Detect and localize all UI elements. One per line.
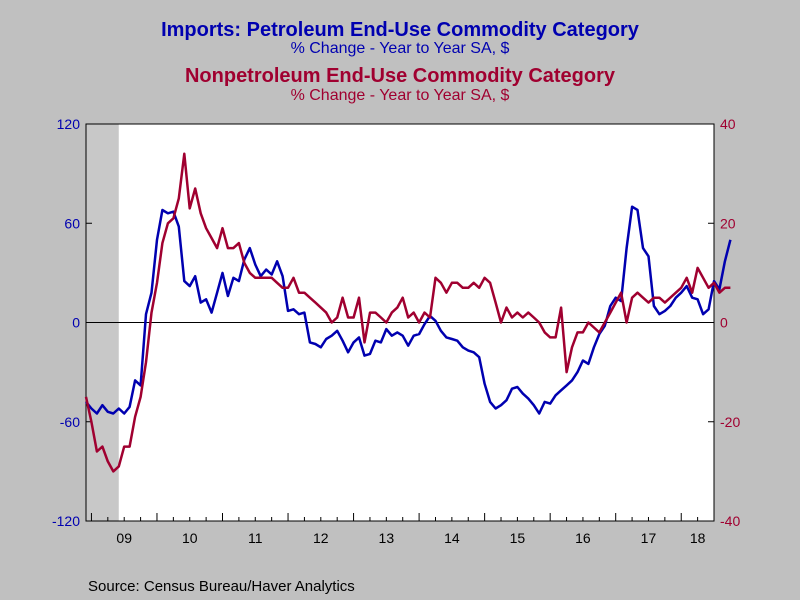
right-tick-label: 20 [720,215,736,231]
left-tick-label: 120 [57,116,81,132]
left-tick-label: -60 [60,414,80,430]
right-tick-label: -20 [720,414,740,430]
left-tick-label: 60 [64,215,80,231]
x-tick-label: 16 [575,530,591,546]
right-tick-label: 0 [720,315,728,331]
left-tick-label: 0 [72,315,80,331]
chart-subtitle-primary: % Change - Year to Year SA, $ [290,40,510,57]
chart-title-primary: Imports: Petroleum End-Use Commodity Cat… [161,19,639,41]
x-tick-label: 14 [444,530,460,546]
x-tick-label: 15 [510,530,526,546]
x-tick-label: 12 [313,530,329,546]
right-tick-label: -40 [720,513,740,529]
nonpetroleum-series-line [84,152,731,473]
petroleum-series-line [85,205,732,415]
x-tick-label: 17 [641,530,657,546]
x-tick-label: 13 [379,530,395,546]
chart-title-secondary: Nonpetroleum End-Use Commodity Category [184,65,616,87]
chart-subtitle-secondary: % Change - Year to Year SA, $ [290,87,510,104]
left-tick-label: -120 [52,513,80,529]
x-tick-label: 11 [248,530,263,546]
x-tick-label: 18 [690,530,706,546]
x-tick-label: 10 [182,530,198,546]
right-tick-label: 40 [720,116,736,132]
source-note: Source: Census Bureau/Haver Analytics [88,578,355,595]
x-tick-label: 09 [116,530,132,546]
